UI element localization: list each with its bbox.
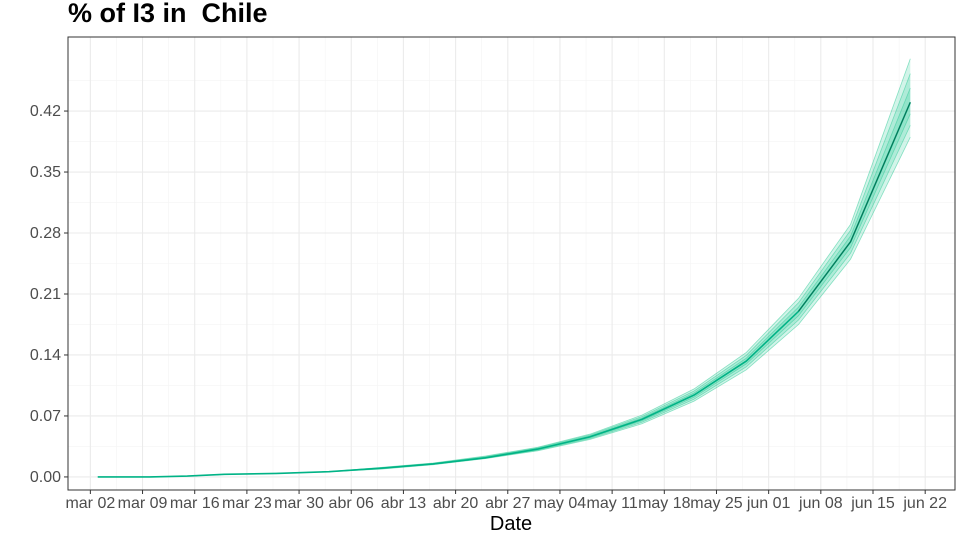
x-tick-label: jun 22 (902, 495, 947, 512)
chart-title: % of I3 in Chile (68, 0, 268, 28)
x-tick-label: mar 23 (222, 495, 272, 512)
x-tick-label: may 04 (534, 495, 587, 512)
x-tick-label: abr 27 (485, 495, 530, 512)
x-tick-label: mar 16 (170, 495, 220, 512)
y-tick-label: 0.14 (30, 347, 61, 364)
y-tick-label: 0.42 (30, 103, 61, 120)
x-tick-label: abr 20 (433, 495, 478, 512)
x-tick-label: mar 02 (65, 495, 115, 512)
x-tick-label: mar 09 (118, 495, 168, 512)
x-tick-label: may 11 (586, 495, 637, 512)
series-center-line (798, 102, 911, 312)
series-line (97, 101, 912, 478)
x-tick-label: may 25 (690, 495, 743, 512)
y-tick-label: 0.35 (30, 164, 61, 181)
x-tick-label: abr 13 (381, 495, 426, 512)
plot-border (67, 36, 956, 491)
series-layer (97, 58, 912, 478)
grid-minor (68, 37, 955, 490)
x-axis-labels: mar 02 mar 09 mar 16 mar 23 mar 30 abr 06 abr … (65, 495, 947, 512)
y-tick-label: 0.00 (30, 469, 61, 486)
axis-ticks (64, 110, 926, 494)
x-tick-label: jun 15 (850, 495, 895, 512)
grid-major (68, 37, 955, 490)
y-tick-label: 0.28 (30, 225, 61, 242)
x-tick-label: may 18 (638, 495, 691, 512)
x-tick-label: jun 01 (746, 495, 791, 512)
y-axis-labels: 0.00 0.07 0.14 0.21 0.28 0.35 0.42 (30, 103, 61, 486)
x-tick-label: mar 30 (274, 495, 324, 512)
x-axis-title: Date (490, 513, 532, 535)
x-tick-label: jun 08 (798, 495, 843, 512)
x-tick-label: abr 06 (329, 495, 374, 512)
y-tick-label: 0.21 (30, 286, 61, 303)
y-tick-label: 0.07 (30, 408, 61, 425)
